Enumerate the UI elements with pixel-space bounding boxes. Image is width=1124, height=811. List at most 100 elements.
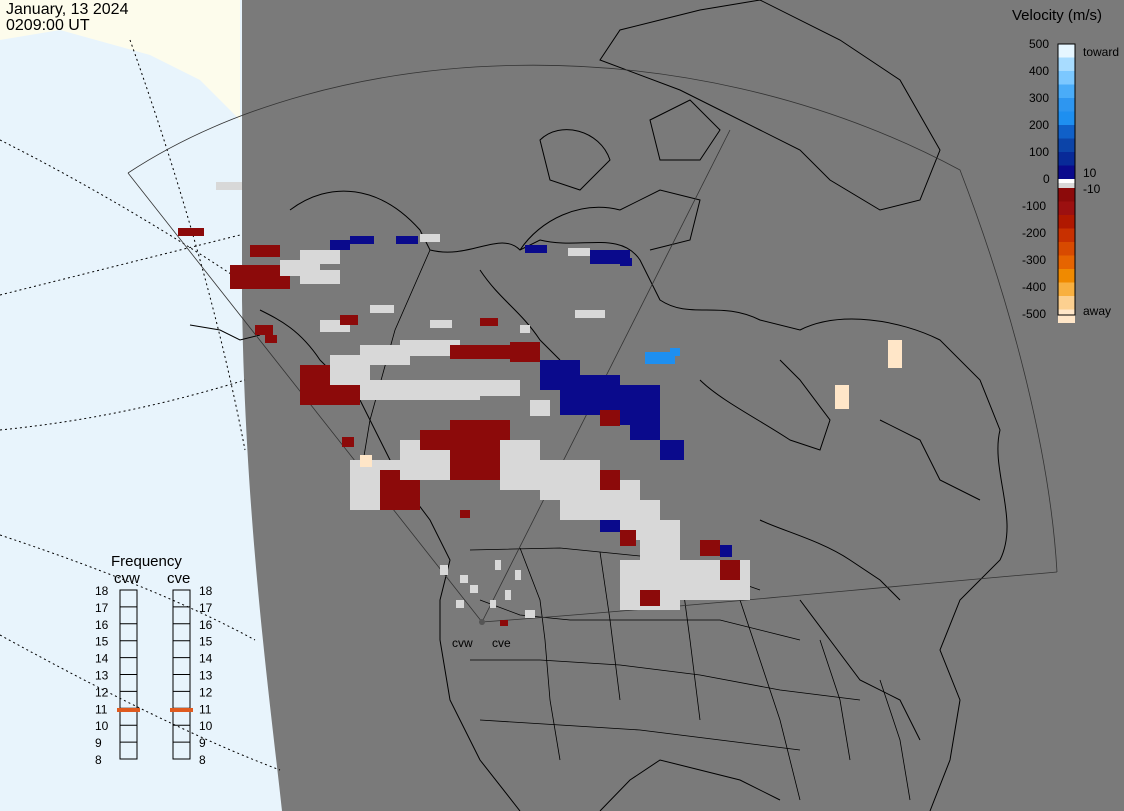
echo-cell [660, 440, 684, 460]
frequency-tick-cvw: 18 [95, 584, 109, 598]
echo-cell [500, 440, 540, 490]
colorbar-band [1058, 296, 1075, 310]
frequency-tick-cvw: 16 [95, 618, 109, 632]
echo-cell [440, 565, 448, 575]
echo-cell [250, 245, 280, 257]
echo-cell [360, 345, 410, 365]
date-label: January, 13 2024 [6, 1, 129, 18]
colorbar-band [1058, 269, 1075, 283]
colorbar-band [1058, 152, 1075, 166]
colorbar-band [1058, 242, 1075, 256]
colorbar-tick-label: -400 [1022, 280, 1046, 294]
colorbar-away-label: away [1083, 304, 1111, 318]
echo-cell [670, 348, 680, 356]
echo-cell [645, 352, 675, 364]
frequency-tick-cve: 17 [199, 601, 213, 615]
frequency-tick-cvw: 13 [95, 669, 109, 683]
echo-cell [520, 325, 530, 333]
colorbar-band [1058, 179, 1075, 183]
echo-cell [510, 342, 540, 362]
colorbar-band [1058, 125, 1075, 139]
colorbar-band [1058, 309, 1075, 323]
colorbar-tick-label: -500 [1022, 307, 1046, 321]
echo-cell [888, 340, 902, 368]
velocity-echo-layer [178, 182, 902, 626]
echo-cell [740, 560, 750, 580]
colorbar-band [1058, 255, 1075, 269]
echo-cell [456, 600, 464, 608]
colorbar-tick-label: 10 [1083, 166, 1097, 180]
colorbar-band [1058, 138, 1075, 152]
echo-cell [490, 600, 496, 608]
frequency-tick-cve: 9 [199, 736, 206, 750]
echo-cell [515, 570, 521, 580]
echo-cell [660, 530, 680, 550]
frequency-tick-cvw: 11 [95, 702, 108, 716]
echo-cell [835, 385, 849, 409]
radar-label-cve: cve [492, 636, 511, 650]
colorbar-tick-label: 500 [1029, 37, 1049, 51]
echo-cell [255, 325, 273, 335]
colorbar-band [1058, 84, 1075, 98]
colorbar-band [1058, 228, 1075, 242]
echo-cell [420, 234, 440, 242]
colorbar-frame [1057, 43, 1076, 316]
colorbar-band [1058, 282, 1075, 296]
frequency-tick-cve: 8 [199, 753, 206, 767]
echo-cell [720, 560, 740, 580]
frequency-tick-cvw: 8 [95, 753, 102, 767]
colorbar-title: Velocity (m/s) [1012, 7, 1102, 24]
echo-cell [495, 560, 501, 570]
velocity-colorbar: Velocity (m/s) 500400300200100100-10-100… [1012, 7, 1119, 323]
echo-cell [360, 455, 372, 467]
colorbar-tick-label: 400 [1029, 64, 1049, 78]
frequency-tick-cve: 15 [199, 635, 213, 649]
coastlines [189, 0, 1008, 811]
colorbar-band [1058, 111, 1075, 125]
night-shading [242, 0, 1124, 811]
frequency-tick-cve: 14 [199, 652, 213, 666]
echo-cell [620, 258, 632, 266]
echo-cell [660, 560, 700, 600]
echo-cell [530, 400, 550, 416]
frequency-radar-cvw: cvw [114, 570, 140, 587]
echo-cell [600, 520, 620, 532]
echo-cell [600, 410, 620, 426]
frequency-tick-cve: 11 [199, 702, 212, 716]
echo-cell [640, 590, 660, 606]
frequency-tick-cve: 12 [199, 685, 213, 699]
colorbar-tick-label: 200 [1029, 118, 1049, 132]
frequency-title: Frequency [111, 553, 182, 570]
echo-cell [216, 182, 242, 190]
echo-cell [400, 340, 460, 356]
echo-cell [430, 320, 452, 328]
echo-cell [525, 245, 547, 253]
graticule-lines [0, 39, 281, 771]
echo-cell [350, 236, 374, 244]
frequency-tick-cve: 13 [199, 669, 213, 683]
frequency-marker-cve [170, 707, 193, 712]
time-label: 0209:00 UT [6, 17, 90, 34]
frequency-tick-cvw: 12 [95, 685, 109, 699]
colorbar-band [1058, 165, 1075, 179]
echo-cell [630, 420, 660, 440]
echo-cell [178, 228, 204, 236]
colorbar-tick-label: -10 [1083, 182, 1101, 196]
echo-cell [460, 510, 470, 518]
echo-cell [600, 470, 620, 490]
frequency-tick-cvw: 17 [95, 601, 109, 615]
echo-cell [500, 620, 508, 626]
echo-cell [300, 270, 340, 284]
echo-cell [370, 305, 394, 313]
echo-cell [342, 437, 354, 447]
frequency-radar-cve: cve [167, 570, 190, 587]
frequency-tick-cve: 10 [199, 719, 213, 733]
colorbar-tick-label: 100 [1029, 145, 1049, 159]
colorbar-tick-label: -200 [1022, 226, 1046, 240]
colorbar-band [1058, 183, 1075, 188]
colorbar-band [1058, 188, 1075, 202]
echo-cell [330, 240, 350, 250]
colorbar-tick-label: 300 [1029, 91, 1049, 105]
echo-cell [480, 318, 498, 326]
